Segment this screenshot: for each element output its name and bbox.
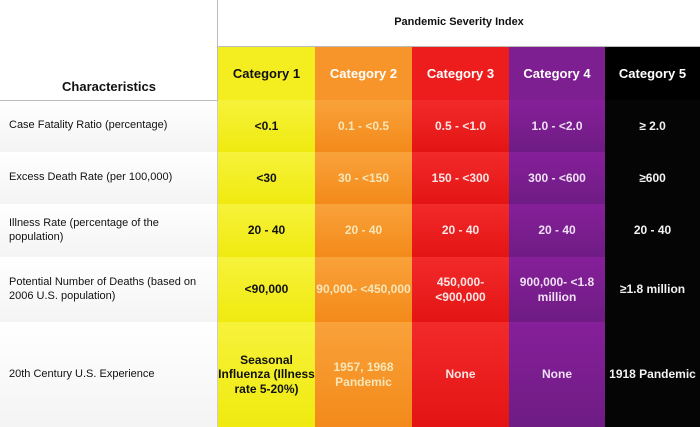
- table-cell: 1957, 1968 Pandemic: [315, 322, 412, 427]
- category-5-header: Category 5: [605, 47, 700, 100]
- table-cell: 20 - 40: [218, 204, 315, 257]
- category-3-header: Category 3: [412, 47, 509, 100]
- category-4-header: Category 4: [509, 47, 605, 100]
- table-cell: 300 - <600: [509, 152, 605, 204]
- table-cell: <0.1: [218, 100, 315, 152]
- table-cell: 450,000- <900,000: [412, 257, 509, 322]
- table-cell: 1.0 - <2.0: [509, 100, 605, 152]
- table-cell: ≥600: [605, 152, 700, 204]
- pandemic-severity-index-title: Pandemic Severity Index: [218, 0, 700, 47]
- table-cell: 20 - 40: [509, 204, 605, 257]
- table-cell: <30: [218, 152, 315, 204]
- row-label-potential-deaths: Potential Number of Deaths (based on 200…: [0, 257, 218, 322]
- table-cell: 20 - 40: [605, 204, 700, 257]
- category-1-header: Category 1: [218, 47, 315, 100]
- table-cell: 20 - 40: [412, 204, 509, 257]
- table-cell: 150 - <300: [412, 152, 509, 204]
- row-label-excess-death-rate: Excess Death Rate (per 100,000): [0, 152, 218, 204]
- table-cell: 900,000- <1.8 million: [509, 257, 605, 322]
- characteristics-header: Characteristics: [0, 72, 218, 101]
- row-label-illness-rate: Illness Rate (percentage of the populati…: [0, 204, 218, 257]
- table-cell: 1918 Pandemic: [605, 322, 700, 427]
- table-cell: 20 - 40: [315, 204, 412, 257]
- table-cell: 90,000- <450,000: [315, 257, 412, 322]
- table-cell: None: [509, 322, 605, 427]
- row-label-case-fatality-ratio: Case Fatality Ratio (percentage): [0, 100, 218, 152]
- category-2-header: Category 2: [315, 47, 412, 100]
- table-cell: 0.1 - <0.5: [315, 100, 412, 152]
- table-cell: None: [412, 322, 509, 427]
- table-cell: Seasonal Influenza (Illness rate 5-20%): [218, 322, 315, 427]
- row-label-20th-century-experience: 20th Century U.S. Experience: [0, 322, 218, 427]
- table-cell: 30 - <150: [315, 152, 412, 204]
- table-cell: 0.5 - <1.0: [412, 100, 509, 152]
- header-blank-corner: [0, 0, 218, 100]
- table-cell: <90,000: [218, 257, 315, 322]
- table-cell: ≥ 2.0: [605, 100, 700, 152]
- table-cell: ≥1.8 million: [605, 257, 700, 322]
